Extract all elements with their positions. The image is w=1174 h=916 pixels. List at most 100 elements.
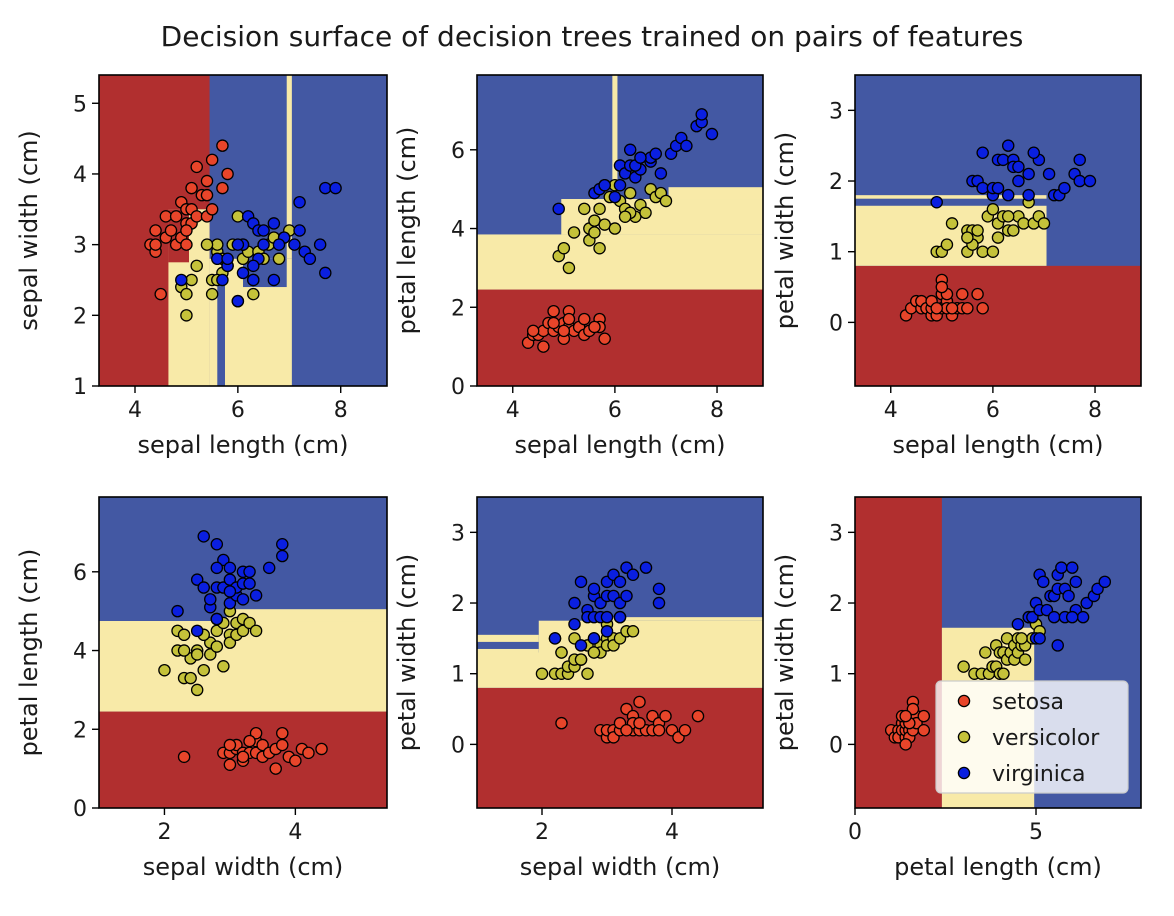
point-virginica xyxy=(272,238,286,251)
point-versicolor xyxy=(1007,224,1020,237)
scatter-points xyxy=(521,108,719,353)
point-virginica xyxy=(1058,181,1071,195)
point-setosa xyxy=(169,210,183,223)
point-setosa xyxy=(678,724,692,737)
point-versicolor xyxy=(217,660,230,673)
point-virginica xyxy=(626,568,640,582)
point-virginica xyxy=(695,108,708,121)
point-virginica xyxy=(574,575,588,589)
y-tick-label: 3 xyxy=(451,521,465,546)
point-versicolor xyxy=(205,287,219,301)
point-virginica xyxy=(293,224,306,237)
x-axis-label: petal length (cm) xyxy=(894,853,1102,881)
point-virginica xyxy=(1055,561,1068,574)
point-versicolor xyxy=(177,628,191,642)
x-axis-label: sepal width (cm) xyxy=(520,853,721,881)
point-virginica xyxy=(1073,174,1086,188)
point-virginica xyxy=(1042,167,1056,181)
point-virginica xyxy=(613,178,627,192)
point-versicolor xyxy=(177,644,191,657)
point-virginica xyxy=(223,585,237,598)
scatter-points xyxy=(899,139,1097,322)
point-virginica xyxy=(197,581,210,594)
point-virginica xyxy=(1073,153,1086,167)
point-virginica xyxy=(1027,146,1041,159)
x-tick-label: 8 xyxy=(1088,398,1102,423)
x-tick-label: 2 xyxy=(157,820,171,845)
region-versicolor xyxy=(668,187,763,200)
point-setosa xyxy=(190,160,203,174)
point-versicolor xyxy=(593,202,606,216)
region-versicolor xyxy=(477,234,763,290)
point-virginica xyxy=(1022,167,1035,181)
x-axis-label: sepal width (cm) xyxy=(143,853,344,881)
point-virginica xyxy=(613,575,627,589)
y-axis-label: petal width (cm) xyxy=(771,132,799,330)
point-versicolor xyxy=(249,624,263,638)
y-tick-label: 3 xyxy=(829,521,843,546)
point-versicolor xyxy=(190,683,204,697)
point-virginica xyxy=(190,573,204,586)
legend-label-setosa: setosa xyxy=(992,690,1064,715)
point-versicolor xyxy=(971,224,984,237)
point-setosa xyxy=(547,316,560,330)
point-virginica xyxy=(197,530,210,543)
point-virginica xyxy=(210,537,224,551)
point-setosa xyxy=(598,332,611,346)
decision-surface xyxy=(99,497,387,808)
subplot-2: 4 6 8 0 2 4 6 sepal length (cm) petal length (cm… xyxy=(393,74,764,459)
point-setosa xyxy=(633,716,646,730)
point-virginica xyxy=(276,549,289,563)
region-versicolor xyxy=(226,609,387,622)
point-virginica xyxy=(303,252,317,266)
x-axis-label: sepal length (cm) xyxy=(893,431,1104,459)
point-virginica xyxy=(243,565,256,579)
y-tick-label: 3 xyxy=(73,234,87,259)
point-virginica xyxy=(217,553,230,567)
point-versicolor xyxy=(223,636,237,649)
y-tick-label: 4 xyxy=(73,640,87,665)
y-tick-label: 2 xyxy=(73,718,87,743)
figure-title: Decision surface of decision trees train… xyxy=(161,20,1024,53)
point-virginica xyxy=(568,596,581,610)
region-versicolor xyxy=(610,617,763,621)
point-versicolor xyxy=(1037,217,1051,230)
point-versicolor xyxy=(940,238,954,251)
point-virginica xyxy=(236,593,250,606)
point-setosa xyxy=(562,312,576,326)
point-versicolor xyxy=(1017,217,1030,230)
point-versicolor xyxy=(190,259,203,273)
x-tick-label: 4 xyxy=(884,398,898,423)
point-setosa xyxy=(537,340,550,353)
point-versicolor xyxy=(1015,632,1028,645)
decision-surface xyxy=(855,75,1141,386)
subplot-grid: 4 6 8 1 2 3 4 5 sepal length (cm) sepal width (cm… xyxy=(15,74,1142,881)
y-axis-label: petal width (cm) xyxy=(393,554,421,752)
point-setosa xyxy=(221,167,234,181)
point-setosa xyxy=(185,181,198,195)
point-setosa xyxy=(555,716,568,730)
point-setosa xyxy=(216,181,229,195)
point-virginica xyxy=(276,537,289,551)
y-tick-label: 1 xyxy=(451,663,465,688)
y-axis-label: petal length (cm) xyxy=(15,549,43,757)
x-axis-label: sepal length (cm) xyxy=(515,431,726,459)
point-setosa xyxy=(200,174,214,188)
point-virginica xyxy=(231,294,245,308)
point-setosa xyxy=(149,238,162,251)
point-versicolor xyxy=(204,648,217,661)
point-versicolor xyxy=(247,287,260,301)
y-tick-label: 2 xyxy=(829,170,843,195)
point-versicolor xyxy=(200,238,214,251)
point-virginica xyxy=(210,561,224,575)
point-virginica xyxy=(639,561,653,574)
point-setosa xyxy=(223,758,237,771)
point-setosa xyxy=(302,746,315,760)
point-virginica xyxy=(313,238,327,251)
point-versicolor xyxy=(1018,653,1032,666)
subplot-6: 0 5 0 1 2 3 petal length (cm) petal width (cm) s… xyxy=(771,496,1142,881)
point-setosa xyxy=(588,320,601,334)
point-versicolor xyxy=(535,667,549,680)
point-versicolor xyxy=(557,241,571,255)
